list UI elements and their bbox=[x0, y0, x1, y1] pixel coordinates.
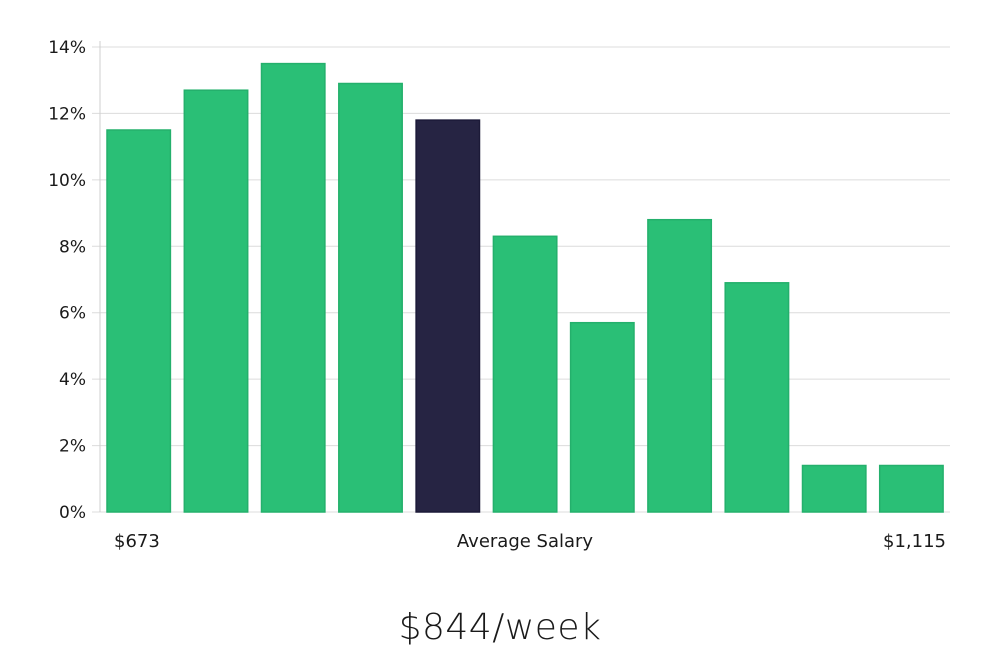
x-label-min: $673 bbox=[114, 531, 160, 552]
bar bbox=[106, 129, 172, 513]
bar bbox=[878, 464, 944, 513]
bar bbox=[801, 464, 867, 513]
y-tick-label: 12% bbox=[48, 104, 86, 124]
y-axis-ticks: 0% 2% 4% 6% 8% 10% 12% 14% bbox=[48, 38, 86, 523]
average-salary-caption: $844/week bbox=[398, 607, 602, 648]
y-tick-label: 0% bbox=[59, 503, 86, 523]
bar bbox=[492, 235, 558, 513]
y-tick-label: 14% bbox=[48, 38, 86, 58]
y-tick-label: 4% bbox=[59, 370, 86, 390]
bar bbox=[647, 218, 713, 513]
bars bbox=[106, 62, 944, 513]
bar bbox=[724, 282, 790, 513]
salary-histogram: 0%2%4%6%8%10%12%14% $673 Average Salary … bbox=[48, 38, 950, 552]
y-tick-label: 6% bbox=[59, 304, 86, 324]
bar bbox=[260, 62, 326, 513]
x-label-max: $1,115 bbox=[883, 531, 946, 552]
y-tick-label: 10% bbox=[48, 171, 86, 191]
y-tick-label: 2% bbox=[59, 437, 86, 457]
bar-highlighted bbox=[415, 119, 481, 513]
y-tick-label: 8% bbox=[59, 237, 86, 257]
bar bbox=[338, 82, 403, 513]
bar bbox=[569, 321, 635, 513]
bar bbox=[183, 89, 249, 513]
x-label-center: Average Salary bbox=[457, 531, 594, 552]
